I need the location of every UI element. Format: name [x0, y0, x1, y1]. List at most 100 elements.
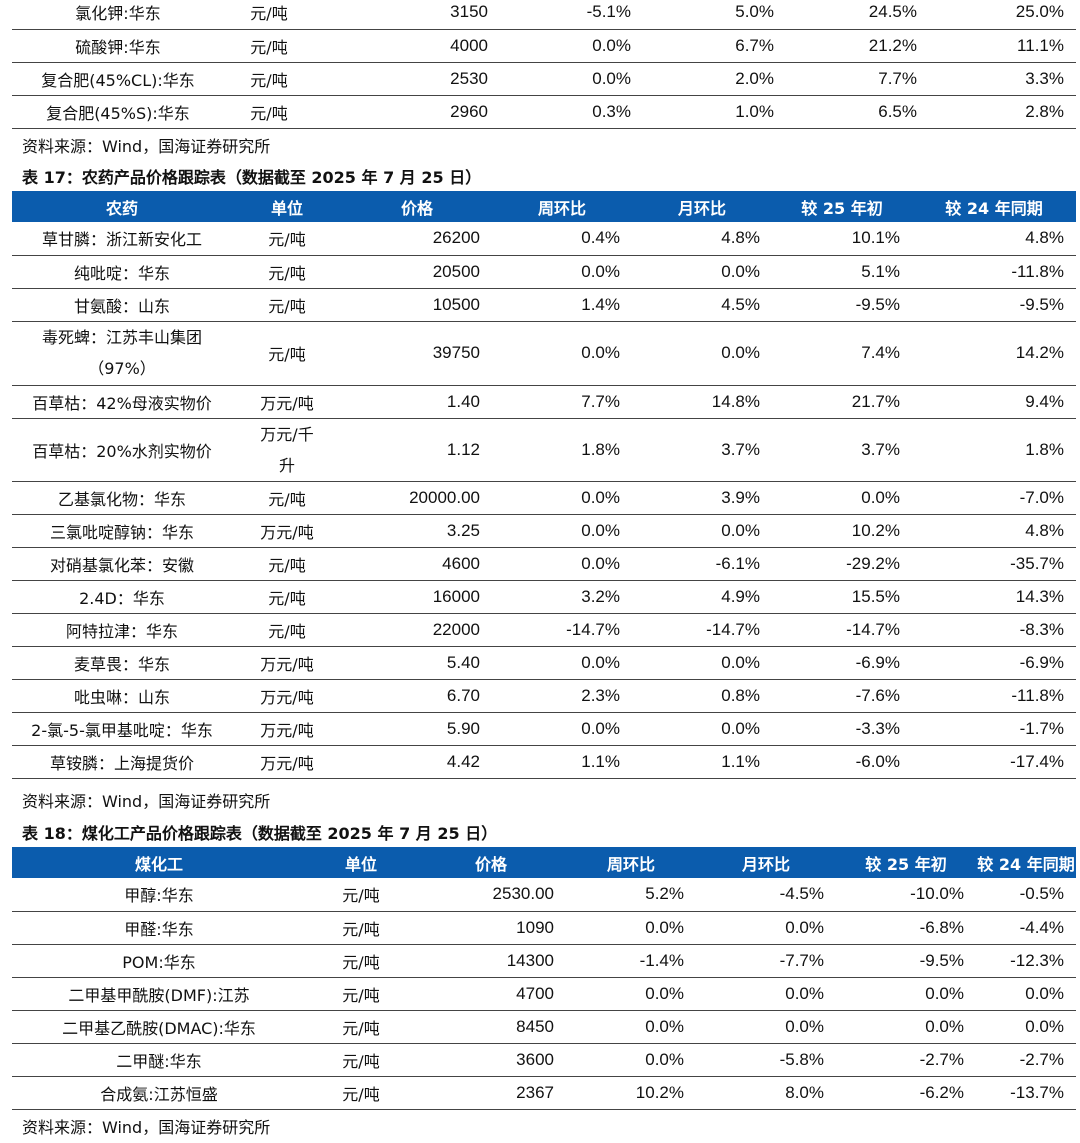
ytd-change: 10.2%: [772, 514, 912, 548]
month-change: 14.8%: [632, 385, 772, 419]
product-name: 复合肥(45%CL):华东: [12, 62, 224, 96]
yoy-change: -0.5%: [976, 878, 1076, 912]
table-row: 草铵膦：上海提货价 万元/吨 4.42 1.1% 1.1% -6.0% -17.…: [12, 745, 1076, 779]
price: 20000.00: [342, 481, 492, 515]
week-change: 0.0%: [492, 321, 632, 386]
week-change: 0.4%: [492, 222, 632, 256]
month-change: -4.5%: [696, 878, 836, 912]
ytd-change: -7.6%: [772, 679, 912, 713]
week-change: 7.7%: [492, 385, 632, 419]
week-change: -5.1%: [500, 0, 643, 30]
product-name: 麦草畏：华东: [12, 646, 232, 680]
col-header-coal-chemical: 煤化工: [12, 847, 306, 878]
price: 1090: [416, 911, 566, 945]
ytd-change: 10.1%: [772, 222, 912, 256]
table-row: 2.4D：华东 元/吨 16000 3.2% 4.9% 15.5% 14.3%: [12, 580, 1076, 614]
product-name: 复合肥(45%S):华东: [12, 95, 224, 129]
yoy-change: -2.7%: [976, 1043, 1076, 1077]
yoy-change: -8.3%: [912, 613, 1076, 647]
week-change: 0.0%: [492, 547, 632, 581]
source-note: 资料来源：Wind，国海证券研究所: [22, 1118, 271, 1137]
product-name: 草铵膦：上海提货价: [12, 745, 232, 779]
ytd-change: 24.5%: [786, 0, 929, 30]
table-row: 毒死蜱：江苏丰山集团 （97%） 元/吨 39750 0.0% 0.0% 7.4…: [12, 321, 1076, 386]
product-name: POM:华东: [12, 944, 306, 978]
table-18-title: 表 18：煤化工产品价格跟踪表（数据截至 2025 年 7 月 25 日）: [22, 824, 498, 843]
unit: 元/吨: [224, 95, 314, 129]
ytd-change: -9.5%: [772, 288, 912, 322]
col-header-yoy: 较 24 年同期: [912, 191, 1076, 222]
unit: 元/吨: [306, 977, 416, 1011]
week-change: 10.2%: [566, 1076, 696, 1110]
product-name: 阿特拉津：华东: [12, 613, 232, 647]
week-change: 3.2%: [492, 580, 632, 614]
product-name: 二甲醚:华东: [12, 1043, 306, 1077]
product-name: 对硝基氯化苯：安徽: [12, 547, 232, 581]
ytd-change: 0.0%: [836, 1010, 976, 1044]
price: 8450: [416, 1010, 566, 1044]
col-header-wow: 周环比: [492, 191, 632, 222]
price: 14300: [416, 944, 566, 978]
product-name: 合成氨:江苏恒盛: [12, 1076, 306, 1110]
product-name: 二甲基乙酰胺(DMAC):华东: [12, 1010, 306, 1044]
product-name: 百草枯：20%水剂实物价: [12, 418, 232, 482]
product-name: 毒死蜱：江苏丰山集团 （97%）: [12, 321, 232, 386]
unit: 元/吨: [232, 481, 342, 515]
ytd-change: 3.7%: [772, 418, 912, 482]
price: 20500: [342, 255, 492, 289]
month-change: 8.0%: [696, 1076, 836, 1110]
table-row: 三氯吡啶醇钠：华东 万元/吨 3.25 0.0% 0.0% 10.2% 4.8%: [12, 514, 1076, 548]
col-header-price: 价格: [342, 191, 492, 222]
week-change: 0.0%: [492, 712, 632, 746]
unit: 元/吨: [232, 613, 342, 647]
ytd-change: -29.2%: [772, 547, 912, 581]
table-row: 二甲基乙酰胺(DMAC):华东 元/吨 8450 0.0% 0.0% 0.0% …: [12, 1010, 1076, 1044]
table-row: 甲醇:华东 元/吨 2530.00 5.2% -4.5% -10.0% -0.5…: [12, 878, 1076, 912]
ytd-change: -9.5%: [836, 944, 976, 978]
ytd-change: -6.9%: [772, 646, 912, 680]
unit: 元/吨: [306, 878, 416, 912]
ytd-change: -10.0%: [836, 878, 976, 912]
yoy-change: 2.8%: [929, 95, 1076, 129]
yoy-change: -1.7%: [912, 712, 1076, 746]
month-change: 3.7%: [632, 418, 772, 482]
table-row: 纯吡啶：华东 元/吨 20500 0.0% 0.0% 5.1% -11.8%: [12, 255, 1076, 289]
yoy-change: -13.7%: [976, 1076, 1076, 1110]
month-change: 4.8%: [632, 222, 772, 256]
yoy-change: 0.0%: [976, 1010, 1076, 1044]
price: 10500: [342, 288, 492, 322]
ytd-change: 21.2%: [786, 29, 929, 63]
col-header-yoy: 较 24 年同期: [976, 847, 1076, 878]
unit: 万元/千 升: [232, 418, 342, 482]
ytd-change: 15.5%: [772, 580, 912, 614]
col-header-mom: 月环比: [696, 847, 836, 878]
month-change: 0.0%: [696, 911, 836, 945]
table-row: 二甲醚:华东 元/吨 3600 0.0% -5.8% -2.7% -2.7%: [12, 1043, 1076, 1077]
unit: 元/吨: [306, 1043, 416, 1077]
week-change: 0.0%: [500, 29, 643, 63]
yoy-change: 11.1%: [929, 29, 1076, 63]
month-change: -5.8%: [696, 1043, 836, 1077]
month-change: -6.1%: [632, 547, 772, 581]
product-name: 甘氨酸：山东: [12, 288, 232, 322]
yoy-change: -6.9%: [912, 646, 1076, 680]
yoy-change: -12.3%: [976, 944, 1076, 978]
price: 2367: [416, 1076, 566, 1110]
ytd-change: 21.7%: [772, 385, 912, 419]
month-change: 2.0%: [643, 62, 786, 96]
yoy-change: -9.5%: [912, 288, 1076, 322]
unit: 元/吨: [232, 288, 342, 322]
month-change: 4.5%: [632, 288, 772, 322]
ytd-change: -6.8%: [836, 911, 976, 945]
table-row: 合成氨:江苏恒盛 元/吨 2367 10.2% 8.0% -6.2% -13.7…: [12, 1076, 1076, 1110]
product-name-line2: （97%）: [88, 359, 156, 378]
product-name: 二甲基甲酰胺(DMF):江苏: [12, 977, 306, 1011]
table-row: 氯化钾:华东 元/吨 3150 -5.1% 5.0% 24.5% 25.0%: [12, 0, 1076, 30]
week-change: 0.0%: [492, 481, 632, 515]
table-row: 阿特拉津：华东 元/吨 22000 -14.7% -14.7% -14.7% -…: [12, 613, 1076, 647]
unit-line1: 万元/千: [260, 424, 314, 444]
week-change: 2.3%: [492, 679, 632, 713]
product-name: 硫酸钾:华东: [12, 29, 224, 63]
yoy-change: 14.2%: [912, 321, 1076, 386]
unit: 元/吨: [232, 222, 342, 256]
